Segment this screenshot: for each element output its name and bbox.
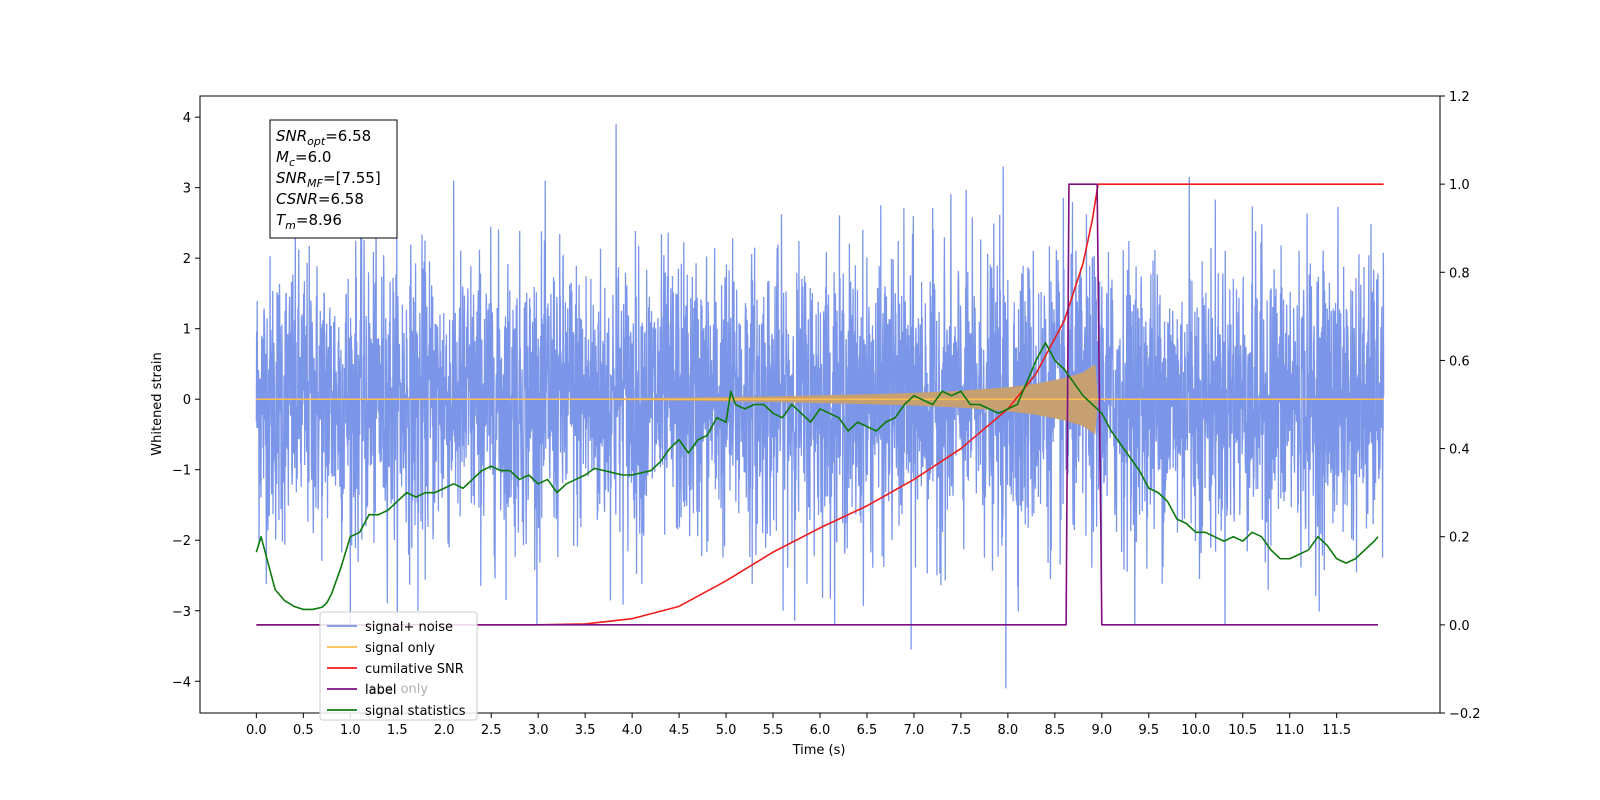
x-tick-label: 3.0 bbox=[528, 723, 549, 738]
y2-tick-label: 0.8 bbox=[1449, 266, 1470, 281]
legend-ghost-text: label only bbox=[365, 682, 428, 697]
annotation-line: SNRopt=6.58 bbox=[276, 127, 371, 148]
x-tick-label: 4.0 bbox=[622, 723, 643, 738]
y2-tick-label: −0.2 bbox=[1449, 707, 1481, 722]
x-tick-label: 2.0 bbox=[434, 723, 455, 738]
legend: label only signal+ noise signal only cumila… bbox=[319, 611, 478, 721]
y-tick-label: 2 bbox=[183, 252, 191, 267]
x-tick-label: 11.0 bbox=[1275, 723, 1304, 738]
series-signal-noise bbox=[255, 124, 1385, 689]
y-axis-left: −4 −3 −2 −1 0 1 2 3 4 bbox=[172, 111, 200, 690]
x-tick-label: 4.5 bbox=[669, 723, 690, 738]
x-tick-label: 0.0 bbox=[246, 723, 267, 738]
x-tick-label: 9.5 bbox=[1138, 723, 1159, 738]
x-axis-label: Time (s) bbox=[792, 743, 846, 758]
series-cumilative-snr bbox=[256, 183, 1384, 626]
x-tick-label: 10.5 bbox=[1228, 723, 1257, 738]
x-tick-label: 7.0 bbox=[904, 723, 925, 738]
x-tick-label: 2.5 bbox=[481, 723, 502, 738]
y-tick-label: −3 bbox=[172, 605, 191, 620]
y2-tick-label: 0.6 bbox=[1449, 354, 1470, 369]
x-tick-label: 7.5 bbox=[951, 723, 972, 738]
y-tick-label: −4 bbox=[172, 675, 191, 690]
y-tick-label: −1 bbox=[172, 464, 191, 479]
y-axis-right: −0.2 0.0 0.2 0.4 0.6 0.8 1.0 1.2 bbox=[1440, 90, 1481, 722]
y-axis-label: Whitened strain bbox=[150, 352, 165, 455]
x-tick-label: 1.5 bbox=[387, 723, 408, 738]
annotation-line: CSNR=6.58 bbox=[276, 190, 364, 208]
legend-label-signal-only: signal only bbox=[365, 641, 435, 656]
x-tick-label: 3.5 bbox=[575, 723, 596, 738]
x-axis: 0.0 0.5 1.0 1.5 2.0 2.5 3.0 3.5 4.0 4.5 5.0 5.5 6.0 6… bbox=[246, 713, 1351, 738]
annotation-line: Tm=8.96 bbox=[276, 211, 342, 232]
plot-area bbox=[255, 124, 1385, 689]
y-tick-label: −2 bbox=[172, 534, 191, 549]
series-signal-statistics bbox=[255, 342, 1379, 611]
x-tick-label: 8.0 bbox=[998, 723, 1019, 738]
y2-tick-label: 0.0 bbox=[1449, 619, 1470, 634]
x-tick-label: 5.5 bbox=[763, 723, 784, 738]
legend-label-signal-noise: signal+ noise bbox=[365, 620, 453, 635]
x-tick-label: 6.0 bbox=[810, 723, 831, 738]
series-label bbox=[256, 183, 1378, 626]
y-tick-label: 1 bbox=[183, 323, 191, 338]
y2-tick-label: 1.2 bbox=[1449, 90, 1470, 105]
annotation-line: Mc=6.0 bbox=[276, 148, 331, 169]
y2-tick-label: 0.4 bbox=[1449, 443, 1470, 458]
x-tick-label: 9.0 bbox=[1091, 723, 1112, 738]
legend-label-cumilative-snr: cumilative SNR bbox=[365, 662, 464, 677]
x-tick-label: 1.0 bbox=[340, 723, 361, 738]
y-tick-label: 0 bbox=[183, 393, 191, 408]
legend-label-signal-statistics: signal statistics bbox=[365, 704, 466, 719]
annotation-frame bbox=[269, 119, 398, 239]
x-tick-label: 0.5 bbox=[293, 723, 314, 738]
y2-tick-label: 1.0 bbox=[1449, 178, 1470, 193]
x-tick-label: 11.5 bbox=[1322, 723, 1351, 738]
x-tick-label: 5.0 bbox=[716, 723, 737, 738]
y-tick-label: 3 bbox=[183, 182, 191, 197]
legend-label-label: label bbox=[365, 683, 396, 698]
x-tick-label: 10.0 bbox=[1181, 723, 1210, 738]
x-tick-label: 6.5 bbox=[857, 723, 878, 738]
annotation-line: SNRMF=[7.55] bbox=[276, 169, 381, 190]
legend-frame bbox=[319, 611, 478, 721]
x-tick-label: 8.5 bbox=[1045, 723, 1066, 738]
y2-tick-label: 0.2 bbox=[1449, 531, 1470, 546]
y-tick-label: 4 bbox=[183, 111, 191, 126]
